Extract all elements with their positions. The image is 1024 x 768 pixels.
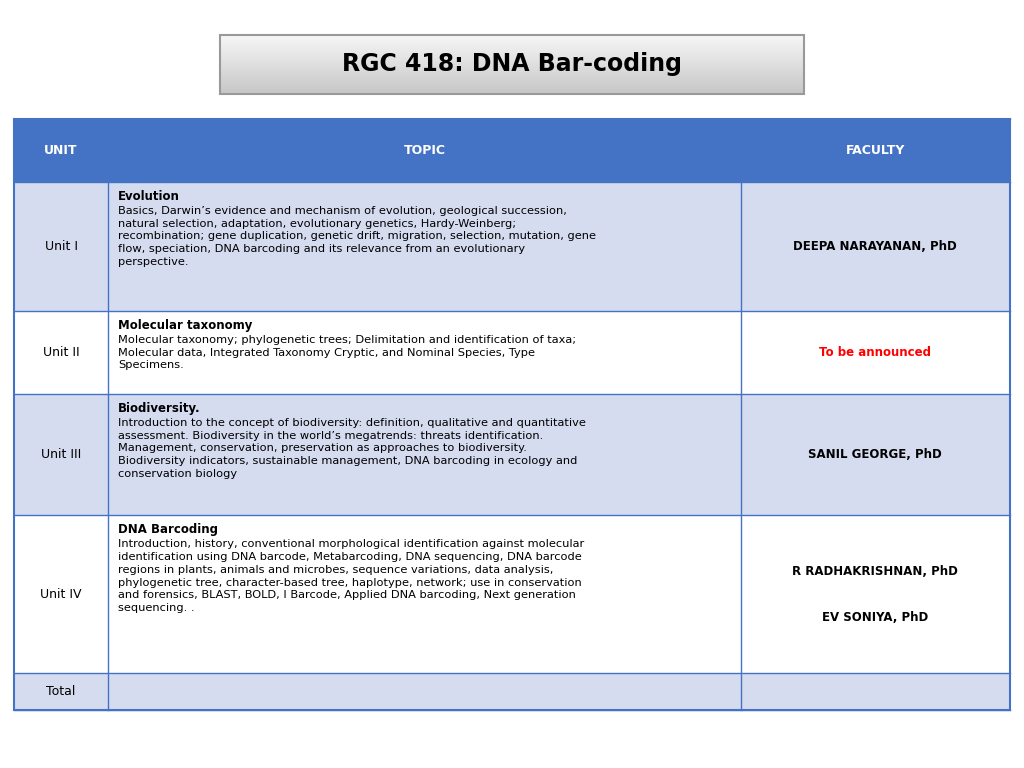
Bar bbox=[220, 77, 804, 79]
Bar bbox=[220, 34, 804, 36]
Bar bbox=[220, 65, 804, 67]
Bar bbox=[220, 80, 804, 82]
Bar bbox=[220, 56, 804, 58]
Text: R RADHAKRISHNAN, PhD: R RADHAKRISHNAN, PhD bbox=[793, 564, 958, 578]
Bar bbox=[220, 55, 804, 57]
Bar bbox=[220, 43, 804, 45]
Bar bbox=[14, 119, 1010, 182]
Bar bbox=[220, 59, 804, 61]
Text: Introduction, history, conventional morphological identification against molecul: Introduction, history, conventional morp… bbox=[118, 539, 585, 613]
Text: EV SONIYA, PhD: EV SONIYA, PhD bbox=[822, 611, 929, 624]
Bar bbox=[220, 66, 804, 68]
Bar bbox=[14, 182, 1010, 311]
Bar bbox=[220, 45, 804, 48]
Text: DNA Barcoding: DNA Barcoding bbox=[118, 523, 218, 536]
Bar bbox=[220, 69, 804, 71]
Text: Molecular taxonomy; phylogenetic trees; Delimitation and identification of taxa;: Molecular taxonomy; phylogenetic trees; … bbox=[118, 335, 577, 370]
Bar bbox=[220, 87, 804, 89]
Bar bbox=[220, 58, 804, 60]
Bar bbox=[220, 64, 804, 65]
Bar bbox=[220, 48, 804, 51]
Bar bbox=[220, 50, 804, 52]
Bar bbox=[220, 35, 804, 94]
Bar bbox=[220, 38, 804, 41]
Text: SANIL GEORGE, PhD: SANIL GEORGE, PhD bbox=[808, 449, 942, 461]
Text: RGC 418: DNA Bar-coding: RGC 418: DNA Bar-coding bbox=[342, 52, 682, 76]
Text: Basics, Darwin’s evidence and mechanism of evolution, geological succession,
nat: Basics, Darwin’s evidence and mechanism … bbox=[118, 206, 596, 267]
Bar bbox=[220, 78, 804, 81]
Bar bbox=[220, 41, 804, 44]
Bar bbox=[14, 673, 1010, 710]
Bar bbox=[220, 37, 804, 39]
Bar bbox=[220, 85, 804, 88]
Text: DEEPA NARAYANAN, PhD: DEEPA NARAYANAN, PhD bbox=[794, 240, 957, 253]
Bar bbox=[220, 68, 804, 70]
Bar bbox=[220, 72, 804, 74]
Text: Unit II: Unit II bbox=[43, 346, 80, 359]
Bar bbox=[220, 40, 804, 42]
Bar bbox=[220, 90, 804, 92]
Bar bbox=[14, 515, 1010, 673]
Bar bbox=[220, 35, 804, 38]
Text: To be announced: To be announced bbox=[819, 346, 931, 359]
Text: TOPIC: TOPIC bbox=[403, 144, 445, 157]
Bar bbox=[14, 119, 1010, 710]
Text: Unit IV: Unit IV bbox=[40, 588, 82, 601]
Text: Unit I: Unit I bbox=[45, 240, 78, 253]
Bar bbox=[220, 71, 804, 73]
Bar bbox=[220, 75, 804, 78]
Text: Evolution: Evolution bbox=[118, 190, 180, 203]
Bar bbox=[14, 394, 1010, 515]
Bar bbox=[220, 47, 804, 49]
Text: FACULTY: FACULTY bbox=[846, 144, 905, 157]
Bar bbox=[220, 74, 804, 76]
Bar bbox=[220, 91, 804, 94]
Text: Biodiversity.: Biodiversity. bbox=[118, 402, 201, 415]
Bar bbox=[220, 61, 804, 63]
Bar bbox=[220, 81, 804, 84]
Text: Introduction to the concept of biodiversity: definition, qualitative and quantit: Introduction to the concept of biodivers… bbox=[118, 418, 586, 479]
Bar bbox=[220, 44, 804, 46]
Bar bbox=[220, 51, 804, 54]
Bar bbox=[220, 83, 804, 84]
Text: Total: Total bbox=[46, 685, 76, 697]
Text: Unit III: Unit III bbox=[41, 449, 81, 461]
Text: Molecular taxonomy: Molecular taxonomy bbox=[118, 319, 253, 332]
Bar bbox=[220, 84, 804, 86]
Text: UNIT: UNIT bbox=[44, 144, 78, 157]
Bar bbox=[220, 62, 804, 65]
Bar bbox=[220, 53, 804, 55]
Bar bbox=[220, 88, 804, 91]
Bar bbox=[14, 311, 1010, 394]
